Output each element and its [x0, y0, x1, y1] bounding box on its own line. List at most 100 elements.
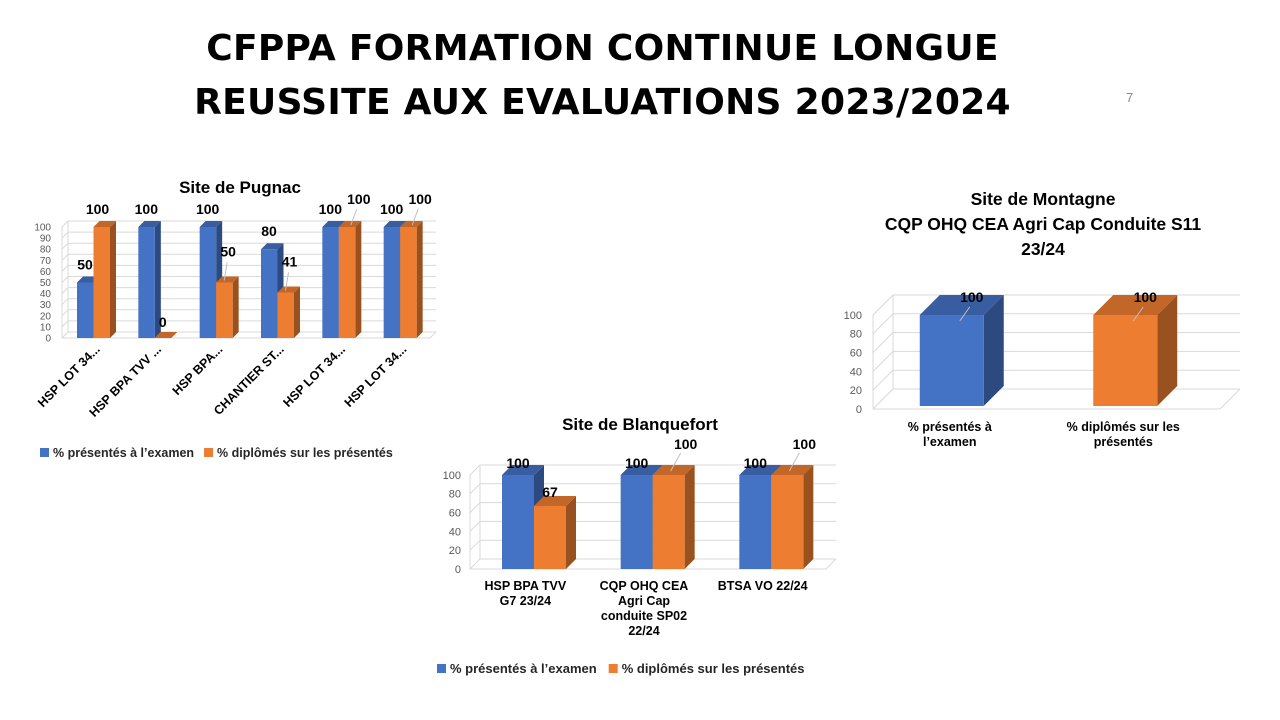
gridline-diag	[872, 332, 894, 353]
category-label-line: conduite SP02	[601, 609, 687, 623]
y-tick-label: 30	[40, 300, 52, 311]
label-leader-line	[350, 208, 358, 226]
bar-diplomes-top	[534, 496, 576, 507]
bar-diplomes-top	[771, 465, 814, 475]
bar-presentes-front	[919, 315, 984, 406]
y-tick-label: 0	[856, 404, 862, 416]
bar-presentes-front	[739, 475, 772, 569]
bar-presentes-top	[138, 221, 161, 227]
y-tick-label: 40	[40, 289, 52, 300]
legend-label-diplomes: % diplômés sur les présentés	[217, 446, 393, 460]
bar-presentes-front	[502, 475, 534, 569]
bar-presentes-top	[919, 295, 1004, 315]
gridline-diag	[872, 313, 894, 335]
gridline-diag	[61, 309, 69, 317]
slide-title: CFPPA FORMATION CONTINUE LONGUE REUSSITE…	[150, 22, 1055, 130]
legend-swatch-diplomes	[608, 664, 618, 673]
bar-presentes-front	[322, 227, 339, 338]
gridline-diag	[61, 331, 69, 339]
bar-presentes-side	[154, 221, 161, 338]
bar-presentes	[138, 221, 161, 338]
label-leader-line	[285, 272, 289, 291]
data-label-diplomes: 100	[793, 436, 817, 452]
bar-diplomes-front	[216, 282, 233, 338]
gridline-diag	[872, 351, 894, 372]
y-tick-label: 0	[455, 564, 461, 576]
data-label-diplomes: 41	[282, 253, 298, 269]
category-label-line: % présentés à	[908, 420, 992, 434]
bar-diplomes-side	[110, 221, 116, 338]
bar-diplomes-front	[771, 475, 804, 569]
data-label-diplomes: 100	[408, 191, 432, 207]
label-leader-line	[788, 452, 800, 472]
chart-title-line: CQP OHQ CEA Agri Cap Conduite S11	[885, 214, 1202, 234]
bar-diplomes-top	[216, 276, 239, 283]
gridline-diag	[61, 253, 69, 261]
bar-diplomes-side	[294, 286, 300, 338]
bar-presentes-front	[199, 227, 217, 338]
y-tick-label: 60	[40, 267, 52, 278]
category-label: CQP OHQ CEA Agri Cap conduite SP02 22/24	[600, 579, 689, 638]
chart-title-line: 23/24	[1021, 239, 1065, 259]
bar-diplomes-side	[1157, 295, 1178, 406]
y-tick-label: 10	[40, 322, 52, 333]
bar-diplomes-side	[355, 221, 362, 338]
bar-diplomes-top	[277, 286, 300, 293]
data-label-presentes: 80	[261, 223, 277, 239]
bar-presentes-front	[77, 282, 94, 338]
category-label-line: G7 23/24	[500, 594, 551, 608]
category-label-line: BTSA VO 22/24	[718, 579, 808, 593]
bar-presentes-front	[383, 227, 401, 338]
gridline-diag	[469, 539, 481, 551]
label-leader-line	[1132, 306, 1144, 322]
title-line-1: CFPPA FORMATION CONTINUE LONGUE	[206, 28, 999, 69]
data-label-presentes: 100	[744, 455, 768, 471]
bar-presentes-top	[199, 221, 223, 227]
bar-presentes-top	[322, 221, 345, 227]
data-label-presentes: 100	[196, 201, 220, 217]
category-label: % présentés à l’examen	[908, 420, 992, 449]
bar-diplomes-front	[277, 292, 294, 338]
y-tick-label: 0	[45, 334, 51, 345]
bar-diplomes	[534, 496, 576, 569]
bar-diplomes-top	[1093, 295, 1178, 315]
label-leader-line	[223, 262, 228, 281]
category-label: HSP LOT 34...	[35, 342, 103, 410]
bar-diplomes	[400, 221, 423, 338]
y-tick-label: 20	[449, 545, 461, 557]
category-label: HSP BPA TVV G7 23/24	[484, 579, 566, 608]
bar-diplomes-side	[416, 221, 423, 338]
category-label-line: présentés	[1094, 435, 1153, 449]
data-label-presentes: 100	[135, 201, 159, 217]
label-leader-line	[411, 208, 419, 226]
gridline-diag	[469, 521, 481, 532]
bar-diplomes-front	[534, 506, 566, 569]
y-tick-label: 80	[850, 329, 862, 341]
bar-diplomes-side	[566, 496, 576, 569]
gridline-diag	[469, 502, 481, 513]
data-label-presentes: 100	[380, 201, 404, 217]
legend-label-diplomes: % diplômés sur les présentés	[622, 661, 805, 676]
title-line-2: REUSSITE AUX EVALUATIONS 2023/2024	[194, 82, 1011, 123]
data-label-diplomes: 67	[542, 484, 558, 500]
y-tick-label: 40	[850, 366, 862, 378]
bar-diplomes-front	[338, 227, 356, 338]
y-tick-label: 100	[443, 470, 461, 482]
gridline-diag	[469, 558, 481, 570]
chart-title: Site de Pugnac	[179, 178, 301, 197]
legend-swatch-diplomes	[204, 448, 214, 457]
data-label-presentes: 100	[319, 201, 343, 217]
data-label-diplomes: 50	[220, 244, 236, 260]
chart-title: Site de Blanquefort	[562, 415, 718, 434]
gridline-diag	[872, 369, 894, 391]
y-tick-label: 40	[449, 526, 461, 538]
bar-diplomes	[154, 332, 178, 338]
bar-diplomes	[216, 276, 239, 338]
category-label: HSP LOT 34...	[342, 342, 410, 410]
bar-diplomes-front	[93, 227, 110, 338]
bar-diplomes-front	[1093, 315, 1158, 406]
bar-diplomes-front	[400, 227, 417, 338]
bar-diplomes-side	[232, 276, 239, 338]
gridline-diag	[61, 276, 69, 283]
category-label: % diplômés sur les présentés	[1067, 420, 1180, 449]
